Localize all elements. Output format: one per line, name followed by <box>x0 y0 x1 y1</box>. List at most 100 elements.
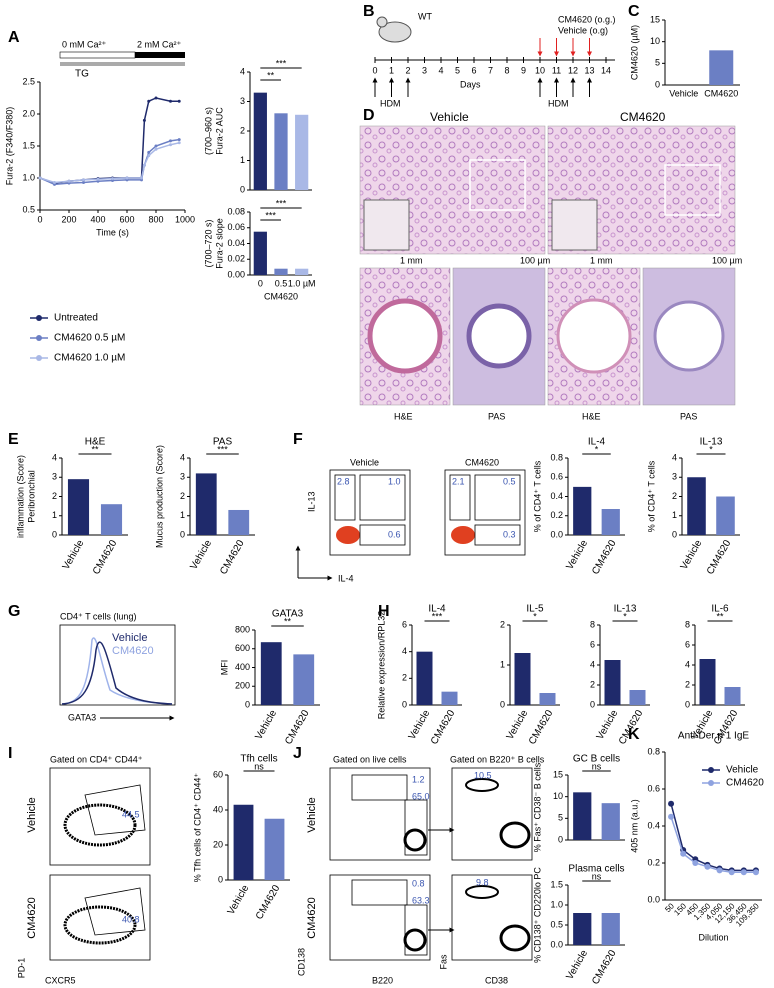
axis-label: CD138 <box>296 948 306 976</box>
x-tick-label: Vehicle <box>669 88 698 98</box>
contour <box>63 803 137 847</box>
panel-letter: A <box>8 29 20 46</box>
scale-label: 100 µm <box>712 255 742 265</box>
point <box>169 99 172 103</box>
bar <box>573 913 592 945</box>
chart-title: Plasma cells <box>568 864 624 875</box>
bar <box>514 653 531 705</box>
y-tick-label: 3 <box>180 472 185 482</box>
gate-value: 44.5 <box>122 809 140 819</box>
y-tick-label: 1 <box>672 510 677 520</box>
point <box>668 813 675 820</box>
sig-label: *** <box>276 198 287 208</box>
flow-plot <box>329 874 431 961</box>
legend-label: CM4620 <box>726 778 764 789</box>
y-axis-label: Relative expression/RPL32 <box>376 611 386 720</box>
x-axis-label: Dilution <box>698 932 728 942</box>
point <box>53 180 56 184</box>
airway <box>466 303 532 369</box>
protocol-bar <box>60 62 185 66</box>
bar <box>260 642 282 705</box>
y-tick-label: 600 <box>235 643 250 653</box>
gate-value: 0.8 <box>412 878 425 888</box>
bar <box>274 268 288 275</box>
axis-label: CD38 <box>485 975 508 985</box>
y-tick-label: 0 <box>218 874 223 884</box>
y-tick-label: 20 <box>213 839 223 849</box>
panel-letter: I <box>8 745 12 762</box>
row-label: Vehicle <box>306 797 318 832</box>
y-tick-label: 3 <box>240 96 245 106</box>
y-axis-label: Fura-2 (F340/F380) <box>4 107 14 186</box>
y-tick-label: 0 <box>500 699 505 709</box>
day-label: 1 <box>389 65 394 75</box>
sig-label: * <box>595 444 599 454</box>
chart-title: IL-4 <box>428 604 446 615</box>
x-tick-label: CM4620 <box>254 883 283 922</box>
point <box>140 176 143 180</box>
y-tick-label: 200 <box>235 681 250 691</box>
bar <box>539 693 556 705</box>
y-axis-label: % Fas⁺ CD38⁻ B cells <box>532 762 542 852</box>
y-tick-label: 6 <box>590 639 595 649</box>
histogram <box>61 637 173 705</box>
legend-marker <box>36 335 42 341</box>
day-label: 9 <box>521 65 526 75</box>
label: H&E <box>582 411 601 421</box>
gate-value: 63.3 <box>412 895 430 905</box>
y-axis-label: MFI <box>219 660 229 676</box>
y-tick-label: 2 <box>180 491 185 501</box>
gate-value: 40.8 <box>122 914 140 924</box>
bar <box>67 479 90 535</box>
label: PAS <box>488 411 505 421</box>
gate <box>449 474 471 521</box>
y-tick-label: 6 <box>685 639 690 649</box>
point <box>177 138 181 142</box>
legend-label: CM4620 <box>112 645 154 657</box>
day-label: 11 <box>552 65 561 75</box>
label: Vehicle <box>430 110 469 124</box>
gate <box>359 474 406 521</box>
y-tick-label: 0 <box>558 834 563 844</box>
y-tick-label: 0.6 <box>647 783 660 793</box>
sig-label: ** <box>716 611 724 621</box>
gate-value: 0.3 <box>503 529 516 539</box>
panel-letter: B <box>363 3 375 20</box>
y-axis-label: 405 nm (a.u.) <box>629 799 639 853</box>
y-tick-label: 0.5 <box>22 204 35 214</box>
point <box>38 176 42 180</box>
sig-label: *** <box>432 611 443 621</box>
label: 2 mM Ca²⁺ <box>137 39 182 49</box>
gate-value: 9.8 <box>476 877 489 887</box>
chart-title: IL-4 <box>588 437 606 448</box>
label: H&E <box>394 411 413 421</box>
axis-label: CXCR5 <box>45 975 76 985</box>
x-tick-label: 200 <box>61 214 76 224</box>
day-label: 7 <box>488 65 493 75</box>
y-axis-label: Fura-2 slope <box>214 218 224 269</box>
legend-label: Vehicle <box>726 765 759 776</box>
contour <box>465 885 499 899</box>
chart-title: IL-5 <box>526 604 544 615</box>
airway <box>653 300 725 372</box>
y-tick-label: 0.0 <box>550 529 563 539</box>
chart-title: Anti-Der p 1 IgE <box>678 731 749 742</box>
y-tick-label: 0.4 <box>550 491 563 501</box>
day-label: 5 <box>455 65 460 75</box>
label: Vehicle <box>350 457 379 467</box>
y-tick-label: 0 <box>245 699 250 709</box>
x-tick-label: CM4620 <box>283 708 312 747</box>
y-tick-label: 15 <box>650 14 660 24</box>
x-tick-label: CM4620 <box>218 538 247 577</box>
y-tick-label: 1 <box>240 155 245 165</box>
bar <box>724 687 741 705</box>
chart-title: IL-6 <box>711 604 729 615</box>
axis-label: IL-13 <box>306 491 316 512</box>
y-tick-label: 4 <box>402 646 407 656</box>
x-axis-label: CM4620 <box>264 291 298 301</box>
point <box>668 800 675 807</box>
y-tick-label: 0.2 <box>550 510 563 520</box>
bar <box>601 913 620 945</box>
chart-title: IL-13 <box>700 437 723 448</box>
legend-marker <box>708 767 714 773</box>
